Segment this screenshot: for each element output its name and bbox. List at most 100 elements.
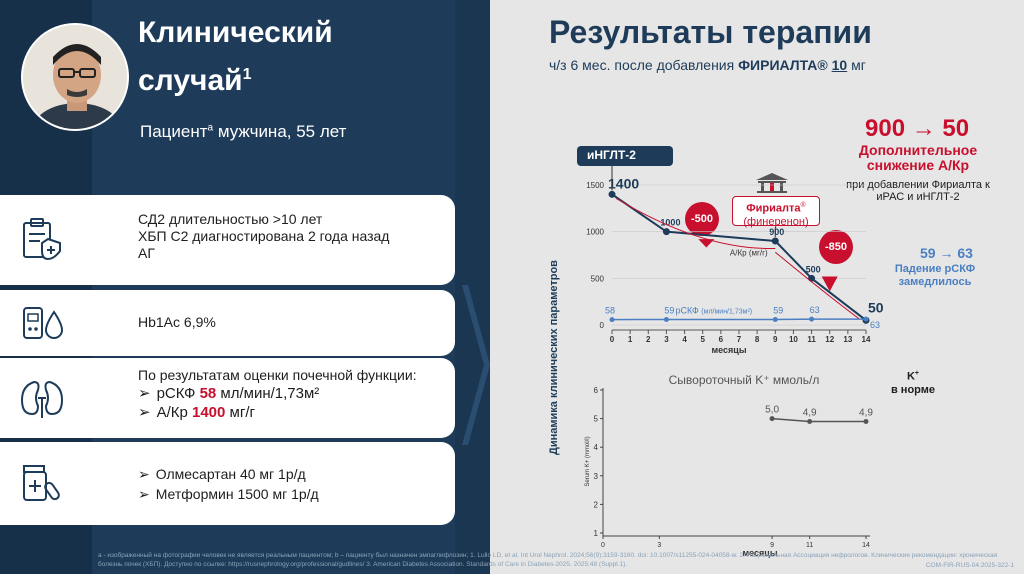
- chart1-x-tick-label: 10: [789, 335, 798, 344]
- chart1-x-tick-label: 11: [807, 335, 816, 344]
- rskf-point: [772, 316, 778, 322]
- results-subtitle-drug: ФИРИАЛТА®: [738, 57, 828, 73]
- akr-point-label: 900: [769, 227, 784, 237]
- page-title: Клинический случай1: [138, 12, 333, 102]
- results-subtitle-unit: мг: [847, 57, 866, 73]
- chart1-y-tick-label: 0: [600, 321, 605, 330]
- hba1c-text: Hb1Ac 6,9%: [138, 314, 216, 330]
- kidney-row-rskf: ➢ рСКФ 58 мл/мин/1,73м²: [138, 384, 417, 403]
- patient-prefix: Пациент: [140, 122, 208, 141]
- chart1-x-tick-label: 13: [843, 335, 852, 344]
- kidneys-icon: [20, 380, 64, 418]
- chart2-x-tick-label: 0: [601, 542, 605, 549]
- diagnosis-line2: ХБП С2 диагностирована 2 года назад: [138, 228, 390, 244]
- chart2-y-tick-label: 4: [594, 443, 599, 452]
- potassium-point: [807, 418, 813, 424]
- rskf-value: 58: [199, 385, 217, 402]
- diagnosis-card: СД2 длительностью >10 лет ХБП С2 диагнос…: [0, 195, 455, 285]
- diagnosis-line1: СД2 длительностью >10 лет: [138, 211, 323, 227]
- bullet-icon: ➢: [138, 404, 151, 421]
- rskf-point-label: 59: [773, 305, 783, 315]
- rskf-series-name: рСКФ: [676, 305, 702, 315]
- potassium-point-label: 4,9: [803, 407, 817, 418]
- akr-kpi-note: Дополнительное снижение А/Кр: [858, 142, 978, 173]
- left-panel: Клинический случай1 Пациента мужчина, 55…: [0, 0, 490, 574]
- potassium-note-k: K: [906, 370, 915, 383]
- chart1-x-tick-label: 0: [610, 335, 615, 344]
- title-line2: случай: [138, 64, 243, 97]
- firialta-tag: Фириалта® (финеренон): [732, 196, 820, 228]
- chart1-x-tick-label: 1: [628, 335, 633, 344]
- therapy-line2: Метформин 1500 мг 1р/д: [155, 486, 319, 502]
- bullet-icon: ➢: [138, 466, 150, 482]
- chart1-x-tick-label: 8: [755, 335, 760, 344]
- footnote: a - изображенный на фотографии человек н…: [98, 552, 998, 568]
- diagnosis-line3: АГ: [138, 245, 155, 261]
- potassium-point-label: 5,0: [765, 405, 779, 416]
- chart2-x-tick-label: 9: [770, 542, 774, 549]
- potassium-point-label: 4,9: [859, 407, 873, 418]
- patient-suffix: мужчина, 55 лет: [213, 122, 347, 141]
- akr-unit: мг/г: [225, 404, 255, 421]
- patient-sup: а: [207, 122, 214, 134]
- chart2-y-tick-label: 2: [594, 500, 599, 509]
- chart1-x-tick-label: 12: [825, 335, 834, 344]
- firialta-tag-sup: ®: [800, 202, 806, 209]
- ingl-tag: иНГЛТ-2: [577, 146, 673, 166]
- rskf-series-unit: (мл/мин/1,73м²): [701, 308, 752, 315]
- chart1-y-tick-label: 1000: [586, 228, 604, 237]
- firialta-tag-name: Фириалта: [746, 202, 801, 215]
- chart2-x-axis-label: месяцы: [742, 548, 777, 558]
- rskf-point-label: 63: [810, 305, 820, 315]
- chart1-x-tick-label: 3: [664, 335, 669, 344]
- akr-trend-arrow-1: [615, 197, 776, 249]
- akr-point: [808, 274, 816, 282]
- potassium-point: [769, 416, 775, 422]
- kidney-row-akr: ➢ А/Кр 1400 мг/г: [138, 403, 417, 422]
- potassium-series-line: [772, 417, 866, 423]
- reduction-bubble-2: -850: [819, 230, 853, 264]
- rskf-series-label: рСКФ (мл/мин/1,73м²): [676, 305, 753, 315]
- chart2-y-axis-label: Serum K+ (mmol/l): [585, 436, 591, 486]
- akr-kpi: 900 → 50: [865, 115, 970, 142]
- rskf-point: [609, 317, 615, 323]
- chart2-x-tick-label: 14: [862, 542, 870, 549]
- chart2-x-tick-label: 3: [657, 542, 661, 549]
- potassium-note-sup: +: [914, 370, 920, 377]
- akr-value: 1400: [192, 404, 226, 421]
- results-subtitle-dose: 10: [831, 57, 848, 73]
- rskf-kpi-note: Падение рСКФ замедлилось: [894, 263, 976, 288]
- chart2-title: Сывороточный K⁺ ммоль/л: [669, 373, 820, 387]
- chart1-x-tick-label: 4: [682, 335, 687, 344]
- bullet-icon: ➢: [138, 486, 150, 502]
- rskf-point-label: 58: [605, 306, 615, 316]
- akr-point: [662, 228, 670, 236]
- pill-bottle-icon: [23, 465, 60, 501]
- chart1-x-axis-label: месяцы: [711, 345, 746, 355]
- chart1-x-tick-label: 9: [773, 335, 778, 344]
- results-subtitle-prefix: ч/з 6 мес. после добавления: [549, 57, 739, 73]
- akr-kpi-note2: при добавлении Фириалта к иРАС и иНГЛТ-2: [846, 179, 990, 203]
- hba1c-card: Hb1Ac 6,9%: [0, 290, 455, 356]
- rskf-kpi: 59 → 63: [920, 245, 973, 261]
- chart2-y-tick-label: 1: [594, 529, 599, 538]
- rskf-point-label: 59: [664, 305, 674, 315]
- results-title: Результаты терапии: [549, 14, 872, 50]
- chevron-right-icon: [462, 285, 490, 445]
- potassium-note: K+ в норме: [878, 367, 948, 397]
- akr-point: [608, 190, 616, 198]
- chart1-x-tick-label: 5: [700, 335, 705, 344]
- rskf-point: [663, 316, 669, 322]
- potassium-note-text: в норме: [890, 383, 935, 396]
- rskf-point: [863, 316, 869, 322]
- therapy-row1: ➢ Олмесартан 40 мг 1р/д: [138, 464, 319, 484]
- clipboard-shield-icon: [23, 218, 61, 261]
- chart1-x-tick-label: 2: [646, 335, 651, 344]
- akr-point: [771, 237, 779, 245]
- akr-series-label: А/Кр (мг/г): [730, 249, 768, 258]
- therapy-row2: ➢ Метформин 1500 мг 1р/д: [138, 484, 319, 504]
- bubble1-pointer: [698, 239, 715, 248]
- therapy-card: ➢ Олмесартан 40 мг 1р/д ➢ Метформин 1500 м…: [0, 442, 455, 525]
- akr-prefix: А/Кр: [156, 404, 192, 421]
